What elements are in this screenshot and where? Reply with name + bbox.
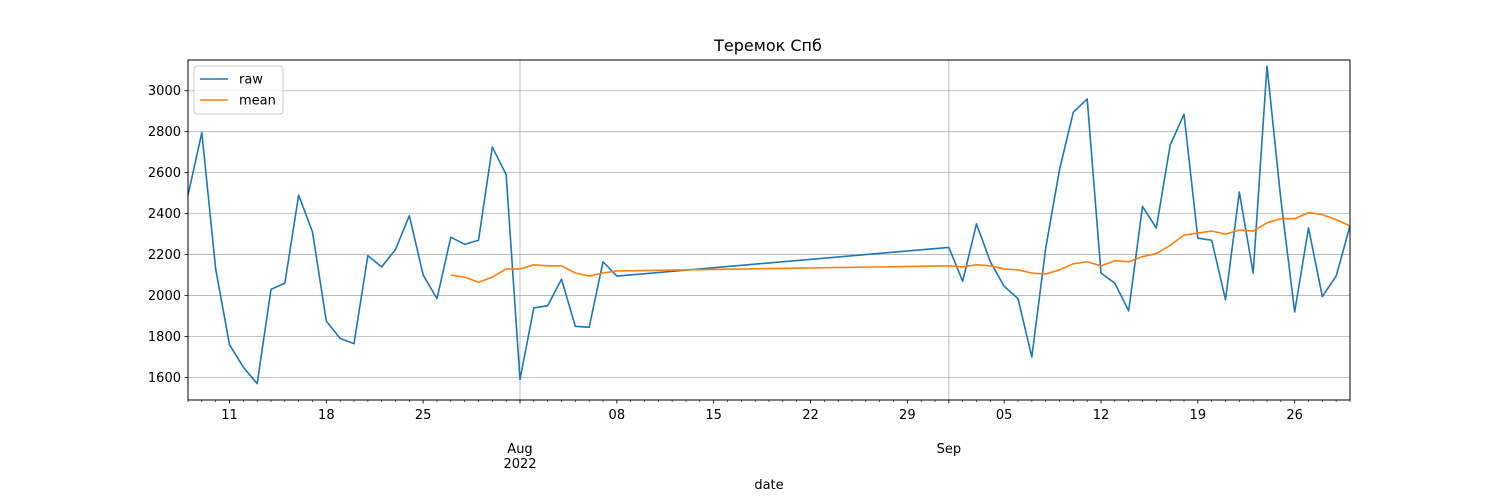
x-tick-label: 18 bbox=[318, 408, 335, 423]
legend-label-raw: raw bbox=[239, 73, 263, 88]
x-tick-label: 15 bbox=[705, 408, 722, 423]
x-tick-year-label: 2022 bbox=[503, 457, 536, 472]
y-tick-label: 1600 bbox=[148, 371, 181, 386]
x-tick-label: 19 bbox=[1190, 408, 1207, 423]
series-lines bbox=[187, 65, 1351, 385]
series-line-mean bbox=[450, 211, 1351, 284]
x-tick-label: 05 bbox=[996, 408, 1013, 423]
legend-box bbox=[193, 65, 284, 115]
y-tick-label: 2600 bbox=[148, 166, 181, 181]
x-tick-label: 25 bbox=[415, 408, 432, 423]
x-tick-label: 08 bbox=[609, 408, 626, 423]
series-line-raw bbox=[187, 65, 1351, 385]
y-tick-label: 1800 bbox=[148, 330, 181, 345]
x-axis-label: date bbox=[754, 478, 783, 493]
x-tick-label: 22 bbox=[802, 408, 819, 423]
y-tick-label: 2000 bbox=[148, 289, 181, 304]
x-tick-label: 26 bbox=[1286, 408, 1303, 423]
x-tick-label: Aug bbox=[507, 442, 532, 457]
grid-lines bbox=[188, 60, 1350, 400]
legend-label-mean: mean bbox=[239, 94, 276, 109]
x-tick-label: Sep bbox=[937, 442, 962, 457]
y-axis: 1600 1800 2000 2200 2400 2600 2800 3000 bbox=[148, 84, 188, 386]
legend: raw mean bbox=[193, 65, 284, 115]
x-tick-label: 11 bbox=[221, 408, 238, 423]
y-tick-label: 2400 bbox=[148, 207, 181, 222]
y-tick-label: 3000 bbox=[148, 84, 181, 99]
y-tick-label: 2200 bbox=[148, 248, 181, 263]
x-tick-label: 29 bbox=[899, 408, 916, 423]
chart-title: Теремок Спб bbox=[713, 36, 822, 55]
y-tick-label: 2800 bbox=[148, 125, 181, 140]
x-tick-label: 12 bbox=[1093, 408, 1110, 423]
